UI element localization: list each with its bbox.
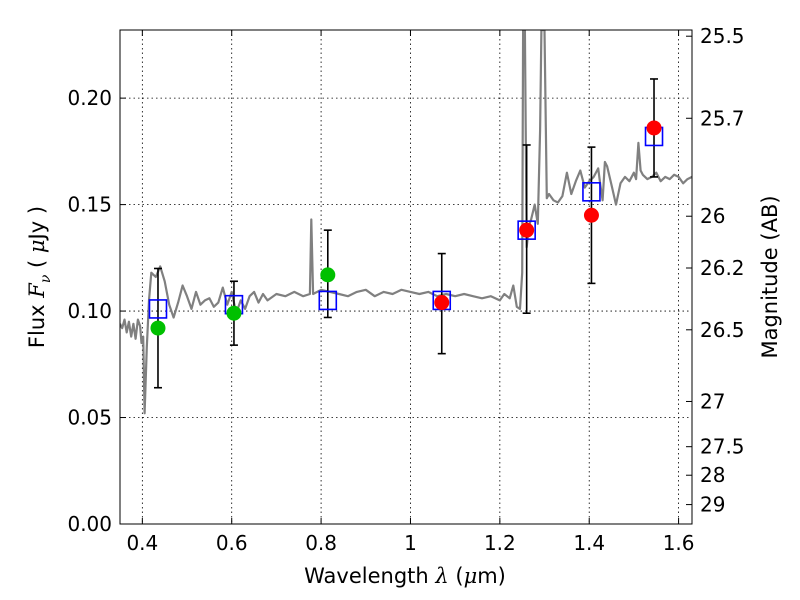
mag-tick-label: 27 — [700, 389, 725, 413]
green-point — [226, 305, 242, 321]
mag-tick-label: 26.5 — [700, 318, 745, 342]
plot-area — [120, 30, 692, 415]
y-tick-label: 0.05 — [67, 406, 112, 430]
mag-tick-label: 26.2 — [700, 256, 745, 280]
mag-tick-label: 29 — [700, 493, 725, 517]
green-point — [320, 267, 336, 283]
mag-tick-label: 25.5 — [700, 24, 745, 48]
x-tick-label: 1.2 — [484, 531, 516, 555]
y-tick-label: 0.20 — [67, 86, 112, 110]
x-tick-label: 1.4 — [573, 531, 605, 555]
x-tick-label: 1.6 — [663, 531, 695, 555]
y-tick-label: 0.00 — [67, 512, 112, 536]
y-tick-label: 0.10 — [67, 299, 112, 323]
x-axis-label: Wavelength λ (μm) — [304, 564, 506, 588]
red-point — [434, 295, 450, 311]
mag-tick-label: 25.7 — [700, 106, 745, 130]
axis-ticks: 0.4 0.6 0.8 1 1.2 1.4 1.6 0.00 0.05 0.10 0.15 0.20 2… — [67, 24, 744, 555]
model-box — [517, 220, 536, 240]
x-tick-label: 1 — [404, 531, 417, 555]
model-box — [582, 182, 601, 202]
red-point — [519, 222, 535, 238]
model-box — [318, 290, 338, 311]
x-tick-label: 0.8 — [305, 531, 337, 555]
red-point — [583, 207, 599, 223]
y-axis-label: Flux Fν ( μJy ) — [25, 206, 54, 348]
x-tick-label: 0.4 — [126, 531, 158, 555]
x-tick-label: 0.6 — [216, 531, 248, 555]
mag-tick-label: 28 — [700, 463, 725, 487]
red-point — [646, 120, 662, 136]
y-tick-label: 0.15 — [67, 193, 112, 217]
y-axis-right-label: Magnitude (AB) — [758, 195, 782, 358]
mag-tick-label: 26 — [700, 204, 725, 228]
model-box — [148, 299, 168, 319]
plot-frame — [119, 29, 693, 525]
green-point — [150, 320, 166, 336]
mag-tick-label: 27.5 — [700, 435, 745, 459]
